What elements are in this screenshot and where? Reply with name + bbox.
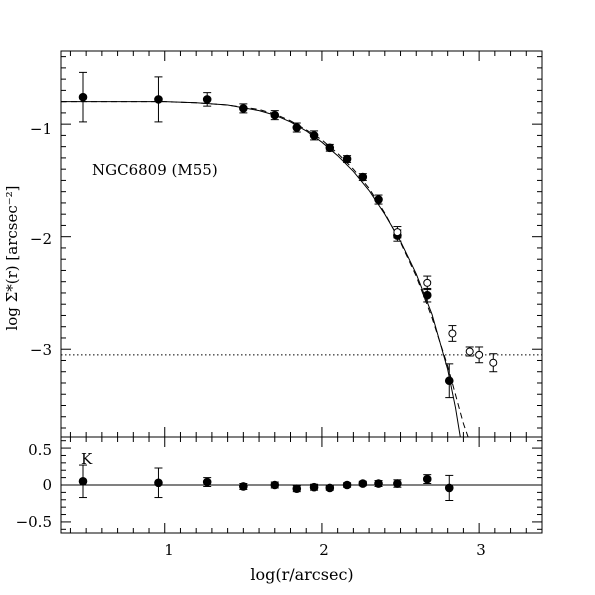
filled-marker xyxy=(358,172,368,182)
filled-marker xyxy=(325,143,335,153)
residual-data-points xyxy=(78,464,454,502)
filled-marker xyxy=(154,478,163,488)
filled-marker xyxy=(444,376,454,386)
data-point xyxy=(342,154,352,164)
filled-marker xyxy=(422,474,432,484)
filled-marker xyxy=(202,95,212,104)
data-point xyxy=(325,143,335,153)
profile-data-points xyxy=(78,71,498,399)
data-point xyxy=(202,92,212,107)
data-point xyxy=(325,483,335,493)
y-tick-label: −1 xyxy=(30,120,52,138)
open-marker xyxy=(489,358,498,367)
data-point xyxy=(374,194,383,205)
model-curve-solid xyxy=(61,101,461,438)
data-point xyxy=(154,76,163,123)
model-curve-dashed xyxy=(61,101,469,438)
data-point xyxy=(292,484,302,493)
filled-marker xyxy=(239,482,248,491)
filled-marker xyxy=(78,477,88,486)
y-tick-label: 0 xyxy=(42,476,52,494)
y-tick-label: −2 xyxy=(30,230,52,248)
data-point xyxy=(422,287,432,303)
x-tick-label: 3 xyxy=(476,541,486,559)
data-point xyxy=(202,477,212,487)
open-data-point xyxy=(465,346,474,357)
residual-ticks xyxy=(61,437,542,533)
filled-marker xyxy=(270,110,280,120)
open-marker xyxy=(423,278,432,287)
data-point xyxy=(342,480,352,490)
profile-y-tick-labels: −1 −2 −3 xyxy=(30,120,52,359)
filled-marker xyxy=(292,123,302,132)
residual-label: K xyxy=(81,450,93,468)
filled-marker xyxy=(342,154,352,164)
data-point xyxy=(374,479,383,488)
open-marker xyxy=(448,329,457,338)
x-tick-label: 2 xyxy=(319,541,329,559)
residual-panel: 0.5 0 −0.5 1 2 3 log(r/arcsec) K xyxy=(16,436,543,584)
data-point xyxy=(239,482,248,491)
filled-marker xyxy=(358,479,368,488)
y-tick-label: −3 xyxy=(30,341,52,359)
x-axis-label: log(r/arcsec) xyxy=(250,565,353,584)
filled-marker xyxy=(270,480,280,490)
filled-marker xyxy=(202,477,212,487)
model-curves xyxy=(61,101,469,438)
open-data-point xyxy=(489,353,498,373)
residual-y-tick-labels: 0.5 0 −0.5 xyxy=(16,441,52,531)
data-point xyxy=(292,122,302,133)
data-point xyxy=(444,363,454,399)
open-data-point xyxy=(475,346,484,364)
data-point xyxy=(422,474,432,485)
filled-marker xyxy=(393,479,402,488)
open-data-point xyxy=(423,275,432,291)
data-point xyxy=(309,130,319,141)
filled-marker xyxy=(325,483,335,493)
data-point xyxy=(393,479,402,488)
filled-marker xyxy=(342,480,352,490)
y-tick-label: −0.5 xyxy=(16,513,52,531)
open-marker xyxy=(465,347,474,356)
open-marker xyxy=(475,350,484,359)
y-tick-label: 0.5 xyxy=(28,441,52,459)
filled-marker xyxy=(374,479,383,488)
data-point xyxy=(309,482,319,492)
object-label: NGC6809 (M55) xyxy=(92,161,218,179)
data-point xyxy=(444,474,454,502)
x-tick-label: 1 xyxy=(164,541,174,559)
filled-marker xyxy=(444,483,454,493)
open-marker xyxy=(393,228,402,237)
profile-frame xyxy=(60,50,543,438)
data-point xyxy=(78,71,88,123)
filled-marker xyxy=(239,104,248,113)
filled-marker xyxy=(422,290,432,300)
data-point xyxy=(270,480,280,490)
data-point xyxy=(78,464,88,499)
data-point xyxy=(358,479,368,488)
profile-panel: −1 −2 −3 log Σ*(r) [arcsec⁻²] NGC6809 (M… xyxy=(3,50,543,438)
open-data-point xyxy=(393,226,402,239)
x-tick-labels: 1 2 3 xyxy=(164,541,486,559)
data-point xyxy=(270,110,280,121)
filled-marker xyxy=(154,95,163,104)
open-data-point xyxy=(448,325,457,342)
data-point xyxy=(358,172,368,182)
filled-marker xyxy=(309,482,319,492)
filled-marker xyxy=(374,195,383,204)
data-point xyxy=(239,103,248,114)
filled-marker xyxy=(292,484,302,493)
data-point xyxy=(154,467,163,499)
profile-ticks xyxy=(61,51,542,437)
filled-marker xyxy=(78,92,88,102)
y-axis-label: log Σ*(r) [arcsec⁻²] xyxy=(3,185,21,330)
filled-marker xyxy=(309,131,319,140)
